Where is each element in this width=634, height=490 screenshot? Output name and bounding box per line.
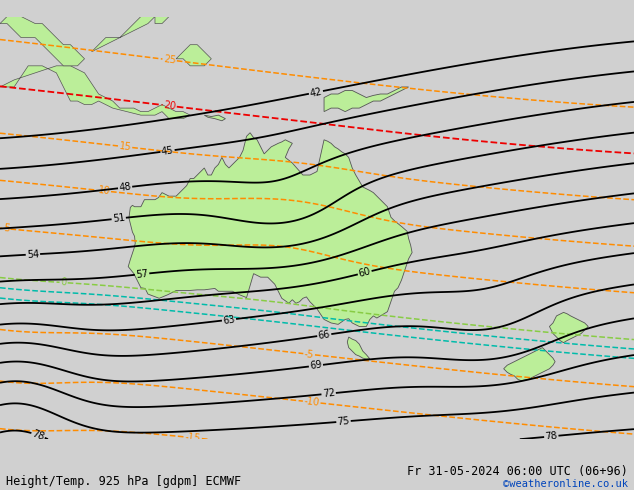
Text: 78: 78: [30, 428, 46, 442]
Polygon shape: [503, 347, 555, 381]
Text: 25: 25: [163, 54, 176, 66]
Polygon shape: [324, 87, 408, 112]
Polygon shape: [204, 115, 226, 121]
Text: 78: 78: [545, 431, 558, 442]
Text: 60: 60: [358, 266, 372, 279]
Text: 63: 63: [223, 314, 236, 325]
Polygon shape: [347, 337, 370, 359]
Text: 0: 0: [60, 277, 67, 288]
Text: -15: -15: [184, 432, 202, 443]
Polygon shape: [550, 313, 588, 343]
Text: -5: -5: [304, 349, 314, 360]
Text: 10: 10: [97, 185, 110, 196]
Text: ©weatheronline.co.uk: ©weatheronline.co.uk: [503, 479, 628, 489]
Text: 66: 66: [318, 329, 331, 341]
Text: Fr 31-05-2024 06:00 UTC (06+96): Fr 31-05-2024 06:00 UTC (06+96): [407, 465, 628, 478]
Text: 51: 51: [112, 213, 126, 224]
Polygon shape: [0, 66, 190, 119]
Text: 42: 42: [309, 86, 323, 98]
Polygon shape: [190, 0, 218, 2]
Text: 72: 72: [322, 388, 335, 399]
Text: 20: 20: [163, 100, 176, 112]
Text: -10: -10: [303, 396, 320, 408]
Text: 5: 5: [3, 223, 10, 234]
Polygon shape: [0, 17, 84, 66]
Text: 75: 75: [337, 416, 350, 427]
Polygon shape: [91, 9, 169, 52]
Polygon shape: [128, 133, 412, 326]
Text: 45: 45: [160, 145, 174, 157]
Text: Height/Temp. 925 hPa [gdpm] ECMWF: Height/Temp. 925 hPa [gdpm] ECMWF: [6, 474, 242, 488]
Text: 48: 48: [119, 182, 132, 193]
Text: 15: 15: [119, 141, 132, 152]
Text: 57: 57: [135, 269, 149, 280]
Text: 54: 54: [27, 249, 39, 260]
Polygon shape: [176, 45, 211, 66]
Text: 69: 69: [309, 360, 323, 371]
